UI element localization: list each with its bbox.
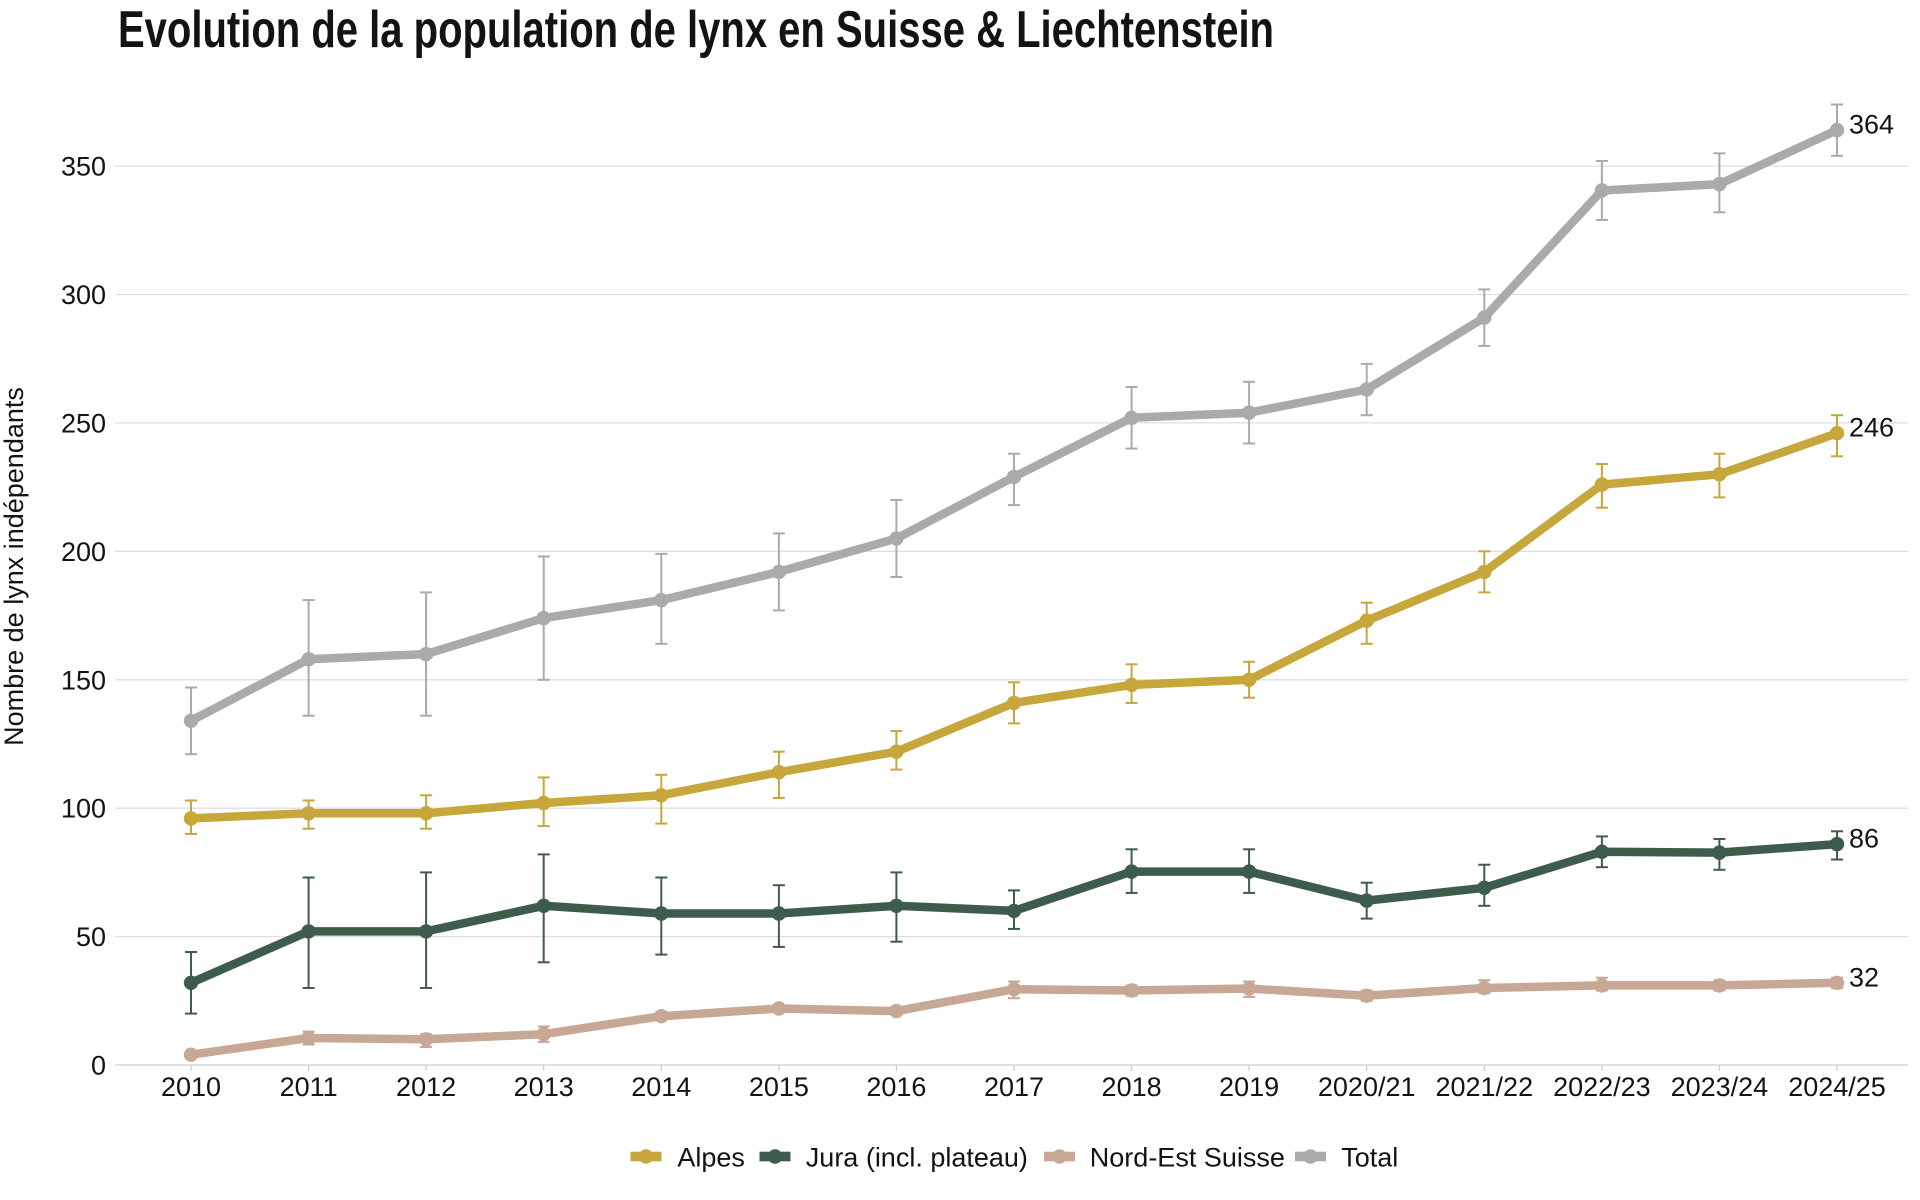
svg-text:2017: 2017 [984, 1072, 1044, 1102]
svg-text:2012: 2012 [396, 1072, 456, 1102]
svg-text:2018: 2018 [1102, 1072, 1162, 1102]
svg-text:246: 246 [1849, 413, 1894, 443]
svg-text:350: 350 [61, 152, 106, 182]
svg-text:150: 150 [61, 665, 106, 695]
svg-text:Nord-Est Suisse: Nord-Est Suisse [1090, 1143, 1285, 1173]
svg-text:0: 0 [91, 1051, 106, 1081]
svg-text:50: 50 [76, 922, 106, 952]
svg-text:100: 100 [61, 794, 106, 824]
svg-text:2010: 2010 [161, 1072, 221, 1102]
svg-text:Jura (incl. plateau): Jura (incl. plateau) [806, 1143, 1028, 1173]
svg-text:200: 200 [61, 537, 106, 567]
svg-text:32: 32 [1849, 962, 1879, 992]
svg-text:2020/21: 2020/21 [1318, 1072, 1416, 1102]
svg-text:86: 86 [1849, 824, 1879, 854]
svg-text:250: 250 [61, 408, 106, 438]
svg-text:Nombre de lynx indépendants: Nombre de lynx indépendants [0, 387, 29, 746]
svg-text:2015: 2015 [749, 1072, 809, 1102]
svg-text:Alpes: Alpes [677, 1143, 745, 1173]
svg-text:2019: 2019 [1219, 1072, 1279, 1102]
svg-text:2021/22: 2021/22 [1435, 1072, 1533, 1102]
svg-text:Total: Total [1341, 1143, 1398, 1173]
svg-text:2014: 2014 [631, 1072, 691, 1102]
svg-text:2024/25: 2024/25 [1788, 1072, 1886, 1102]
svg-text:2011: 2011 [280, 1072, 338, 1102]
svg-text:Evolution de la population de: Evolution de la population de lynx en Su… [118, 1, 1274, 59]
svg-text:2016: 2016 [866, 1072, 926, 1102]
svg-text:2013: 2013 [514, 1072, 574, 1102]
svg-text:2022/23: 2022/23 [1553, 1072, 1651, 1102]
svg-text:300: 300 [61, 280, 106, 310]
svg-text:364: 364 [1849, 110, 1894, 140]
svg-text:2023/24: 2023/24 [1671, 1072, 1769, 1102]
